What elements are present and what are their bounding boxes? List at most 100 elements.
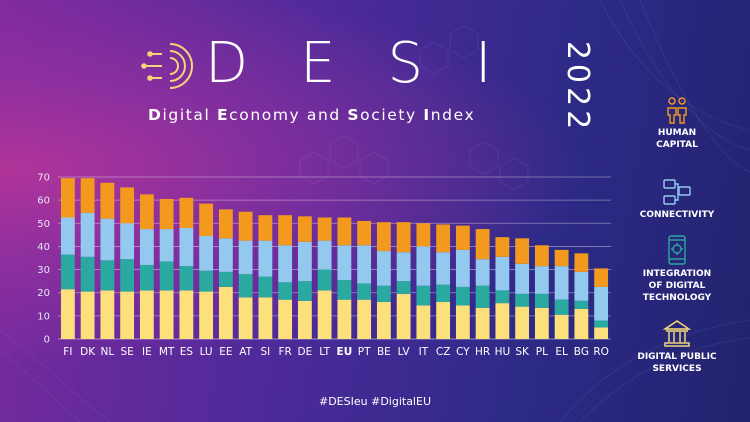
bar-segment-pl-1 [534, 293, 549, 308]
x-tick-label: FR [278, 346, 291, 358]
bar-segment-lu-0 [199, 291, 214, 339]
bar-segment-dk-1 [80, 256, 95, 292]
y-tick-label: 20 [37, 288, 50, 299]
x-tick-label: DK [80, 346, 96, 358]
bar-segment-mt-1 [159, 261, 174, 291]
bar-segment-at-2 [238, 240, 253, 275]
bar-segment-mt-3 [159, 198, 174, 230]
bar-segment-cy-0 [455, 305, 470, 339]
bar-segment-eu-3 [337, 217, 352, 246]
bar-segment-ee-0 [218, 286, 233, 339]
bar-segment-se-2 [120, 223, 135, 260]
bar-segment-cy-3 [455, 225, 470, 250]
x-tick-label: EU [337, 346, 353, 358]
bar-segment-fi-3 [60, 178, 75, 218]
bar-segment-lv-0 [396, 293, 411, 339]
bar-segment-cz-3 [436, 224, 451, 253]
bar-segment-cz-2 [436, 252, 451, 285]
x-tick-label: LU [200, 346, 213, 358]
bar-segment-nl-1 [100, 260, 115, 291]
bar-segment-se-1 [120, 259, 135, 292]
bar-segment-ee-3 [218, 209, 233, 239]
bar-segment-el-0 [554, 314, 569, 339]
bar-segment-pt-1 [357, 283, 372, 300]
bar-segment-be-2 [376, 251, 391, 286]
legend-item-0: HUMAN CAPITAL [618, 96, 736, 151]
bar-segment-hr-0 [475, 307, 490, 339]
hashtags: #DESIeu #DigitalEU [319, 395, 431, 408]
bar-segment-fi-0 [60, 289, 75, 339]
bar-segment-ro-3 [594, 268, 609, 287]
bar-segment-el-2 [554, 266, 569, 300]
bar-segment-fr-3 [278, 215, 293, 246]
bar-segment-lv-1 [396, 281, 411, 294]
bar-segment-sk-1 [515, 293, 530, 307]
bar-segment-fr-2 [278, 245, 293, 283]
bar-segment-de-3 [297, 216, 312, 242]
x-tick-label: LT [319, 346, 330, 358]
bar-segment-hu-1 [495, 290, 510, 304]
bar-segment-sk-0 [515, 306, 530, 339]
x-tick-label: PL [536, 346, 548, 358]
x-tick-label: BG [574, 346, 589, 358]
bar-segment-it-0 [416, 305, 431, 339]
bar-segment-lv-3 [396, 222, 411, 253]
x-tick-label: ES [180, 346, 194, 358]
bar-segment-mt-2 [159, 229, 174, 262]
bar-segment-pt-0 [357, 299, 372, 339]
bar-segment-lt-1 [317, 269, 332, 291]
x-tick-label: HU [495, 346, 511, 358]
bar-segment-el-1 [554, 299, 569, 315]
bar-segment-cy-2 [455, 249, 470, 287]
x-tick-label: EL [555, 346, 568, 358]
phone-chip-icon [618, 235, 736, 265]
bar-segment-se-3 [120, 187, 135, 224]
bar-segment-es-2 [179, 227, 194, 267]
bar-segment-lt-3 [317, 217, 332, 241]
bar-segment-pl-2 [534, 266, 549, 294]
y-tick-label: 50 [37, 219, 50, 230]
bar-segment-hu-2 [495, 256, 510, 291]
bar-segment-eu-0 [337, 299, 352, 339]
bar-segment-es-3 [179, 197, 194, 228]
bar-segment-dk-3 [80, 178, 95, 213]
legend-label: CONNECTIVITY [639, 210, 715, 220]
bar-segment-cy-1 [455, 286, 470, 306]
bar-segment-nl-0 [100, 290, 115, 339]
bar-segment-ie-1 [139, 264, 154, 291]
bar-segment-it-2 [416, 246, 431, 286]
bar-segment-bg-0 [574, 308, 589, 339]
legend-item-1: CONNECTIVITY [618, 178, 736, 221]
bar-segment-ro-0 [594, 327, 609, 339]
x-tick-label: CZ [436, 346, 451, 358]
bar-segment-ro-1 [594, 320, 609, 328]
bar-segment-fr-1 [278, 282, 293, 300]
bar-segment-bg-2 [574, 271, 589, 301]
bar-segment-si-2 [258, 240, 273, 277]
x-tick-label: CY [456, 346, 470, 358]
bar-segment-de-2 [297, 241, 312, 282]
bar-segment-ee-1 [218, 271, 233, 287]
bar-segment-at-0 [238, 297, 253, 339]
bar-segment-be-1 [376, 285, 391, 302]
x-tick-label: BE [377, 346, 391, 358]
x-tick-label: IE [142, 346, 152, 358]
x-tick-label: DE [298, 346, 313, 358]
bar-segment-fr-0 [278, 299, 293, 339]
x-tick-label: FI [63, 346, 72, 358]
subtitle: Digital Economy and Society Index [148, 106, 476, 124]
building-icon [618, 318, 736, 348]
x-tick-label: RO [593, 346, 609, 358]
bar-segment-ee-2 [218, 238, 233, 272]
bar-segment-dk-2 [80, 212, 95, 257]
bar-segment-be-3 [376, 222, 391, 252]
legend-item-3: DIGITAL PUBLIC SERVICES [618, 318, 736, 375]
bar-segment-pt-2 [357, 245, 372, 284]
bar-segment-es-0 [179, 290, 194, 339]
bar-segment-nl-2 [100, 218, 115, 261]
bar-segment-lt-2 [317, 240, 332, 270]
bar-segment-lu-3 [199, 203, 214, 237]
bar-segment-dk-0 [80, 291, 95, 339]
